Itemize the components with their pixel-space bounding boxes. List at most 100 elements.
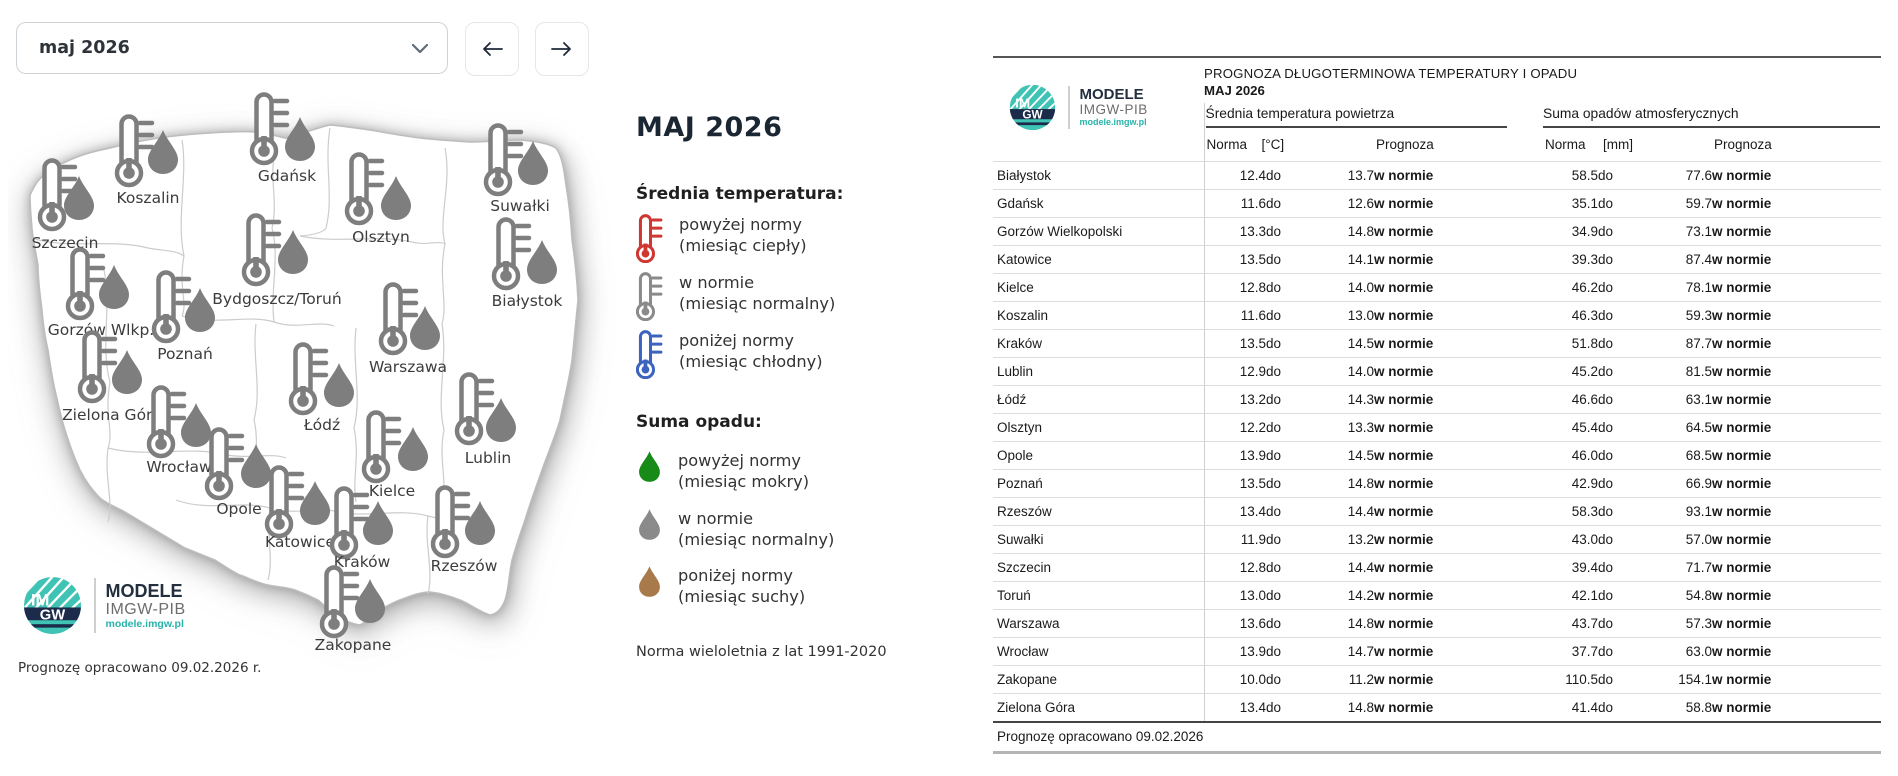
do-cell: do [1598,693,1634,723]
temp-min-cell: 13.6 [1204,609,1266,638]
precip-max-cell: 59.7 [1634,189,1712,218]
temp-min-cell: 12.8 [1204,273,1266,302]
precip-max-cell: 54.8 [1634,581,1712,610]
imgw-logo-icon: IM GW [1009,84,1056,131]
temp-min-cell: 13.5 [1204,329,1266,358]
precip-min-cell: 39.4 [1524,553,1598,582]
table-row: Katowice 13.5 do 14.1 w normie 39.3 do 8… [993,245,1882,274]
city-label: Zielona Góra [62,406,162,424]
city-marker: Kraków [332,489,393,571]
precip-max-cell: 78.1 [1634,273,1712,302]
do-cell: do [1266,469,1302,498]
city-marker: Poznań [154,273,215,363]
precip-max-cell: 58.8 [1634,693,1712,723]
do-cell: do [1598,385,1634,414]
raindrop-icon [285,117,315,161]
do-cell: do [1266,609,1302,638]
do-cell: do [1266,301,1302,330]
precip-min-cell: 42.1 [1524,581,1598,610]
temp-min-cell: 11.6 [1204,189,1266,218]
table-group-precipitation: Suma opadów atmosferycznych [1543,104,1881,128]
forecast-table: PROGNOZA DŁUGOTERMINOWA TEMPERATURY I OP… [993,58,1882,751]
temp-max-cell: 14.8 [1302,693,1374,723]
city-marker: Warszawa [369,285,447,376]
city-marker: Gorzów Wlkp. [48,250,154,339]
next-month-button[interactable] [535,22,589,76]
temp-min-cell: 13.4 [1204,693,1266,723]
precip-prognoza-cell: w normie [1712,329,1882,358]
temp-min-cell: 13.4 [1204,497,1266,526]
temp-max-cell: 14.2 [1302,581,1374,610]
month-select[interactable]: maj 2026 [16,22,448,74]
precip-prognoza-cell: w normie [1712,553,1882,582]
table-row: Gdańsk 11.6 do 12.6 w normie 35.1 do 59.… [993,189,1882,218]
city-name-cell: Szczecin [993,553,1205,582]
city-marker: Kielce [364,413,428,500]
table-row: Toruń 13.0 do 14.2 w normie 42.1 do 54.8… [993,581,1882,610]
precip-max-cell: 87.7 [1634,329,1712,358]
precip-prognoza-cell: w normie [1712,273,1882,302]
precip-max-cell: 93.1 [1634,497,1712,526]
precip-prognoza-cell: w normie [1712,189,1882,218]
city-marker: Wrocław [146,388,212,476]
table-subtitle: MAJ 2026 [1204,83,1265,98]
city-label: Lublin [465,449,511,467]
do-cell: do [1598,553,1634,582]
city-name-cell: Lublin [993,357,1205,386]
city-marker: Łódź [291,345,354,434]
prev-month-button[interactable] [465,22,519,76]
precip-prognoza-cell: w normie [1712,217,1882,246]
temp-max-cell: 14.8 [1302,609,1374,638]
poland-map: Szczecin Koszalin Gdańsk Suwałki Olsztyn Biał… [29,88,579,654]
city-marker: Zielona Góra [62,333,162,424]
legend-item-precip-normal: w normie (miesiąc normalny) [636,508,834,550]
city-marker: Lublin [457,375,516,467]
precip-prognoza-cell: w normie [1712,497,1882,526]
temp-min-cell: 13.9 [1204,441,1266,470]
do-cell: do [1266,273,1302,302]
month-select-value: maj 2026 [39,38,130,58]
precip-min-cell: 46.0 [1524,441,1598,470]
temp-max-cell: 14.5 [1302,441,1374,470]
table-row: Poznań 13.5 do 14.8 w normie 42.9 do 66.… [993,469,1882,498]
city-name-cell: Toruń [993,581,1205,610]
precip-prognoza-cell: w normie [1712,385,1882,414]
imgw-logo-icon: IM GW [23,576,82,635]
precip-max-cell: 87.4 [1634,245,1712,274]
precip-min-cell: 110.5 [1524,665,1598,694]
temp-prognoza-cell: w normie [1374,329,1524,358]
table-row: Suwałki 11.9 do 13.2 w normie 43.0 do 57… [993,525,1882,554]
city-marker: Bydgoszcz/Toruń [212,216,342,308]
temp-min-cell: 12.8 [1204,553,1266,582]
temp-max-cell: 14.5 [1302,329,1374,358]
temp-max-cell: 13.2 [1302,525,1374,554]
precip-min-cell: 58.5 [1524,161,1598,190]
table-row: Warszawa 13.6 do 14.8 w normie 43.7 do 5… [993,609,1882,638]
temp-min-cell: 11.9 [1204,525,1266,554]
temp-prognoza-cell: w normie [1374,525,1524,554]
temp-min-cell: 13.3 [1204,217,1266,246]
precip-prognoza-cell: w normie [1712,469,1882,498]
city-name-cell: Zakopane [993,665,1205,694]
temp-max-cell: 11.2 [1302,665,1374,694]
table-title: PROGNOZA DŁUGOTERMINOWA TEMPERATURY I OP… [1204,66,1578,81]
precip-max-cell: 57.0 [1634,525,1712,554]
col-header-unit-mm: [mm] [1603,137,1633,152]
precip-max-cell: 71.7 [1634,553,1712,582]
city-name-cell: Białystok [993,161,1205,190]
precip-min-cell: 51.8 [1524,329,1598,358]
precip-prognoza-cell: w normie [1712,413,1882,442]
temp-prognoza-cell: w normie [1374,161,1524,190]
precip-min-cell: 41.4 [1524,693,1598,723]
do-cell: do [1598,161,1634,190]
legend-precip-header: Suma opadu: [636,412,762,432]
city-label: Kielce [369,482,415,500]
precip-prognoza-cell: w normie [1712,441,1882,470]
do-cell: do [1598,497,1634,526]
city-name-cell: Suwałki [993,525,1205,554]
do-cell: do [1598,609,1634,638]
city-marker: Gdańsk [252,95,316,185]
temp-prognoza-cell: w normie [1374,413,1524,442]
temp-max-cell: 14.0 [1302,357,1374,386]
precip-min-cell: 46.6 [1524,385,1598,414]
